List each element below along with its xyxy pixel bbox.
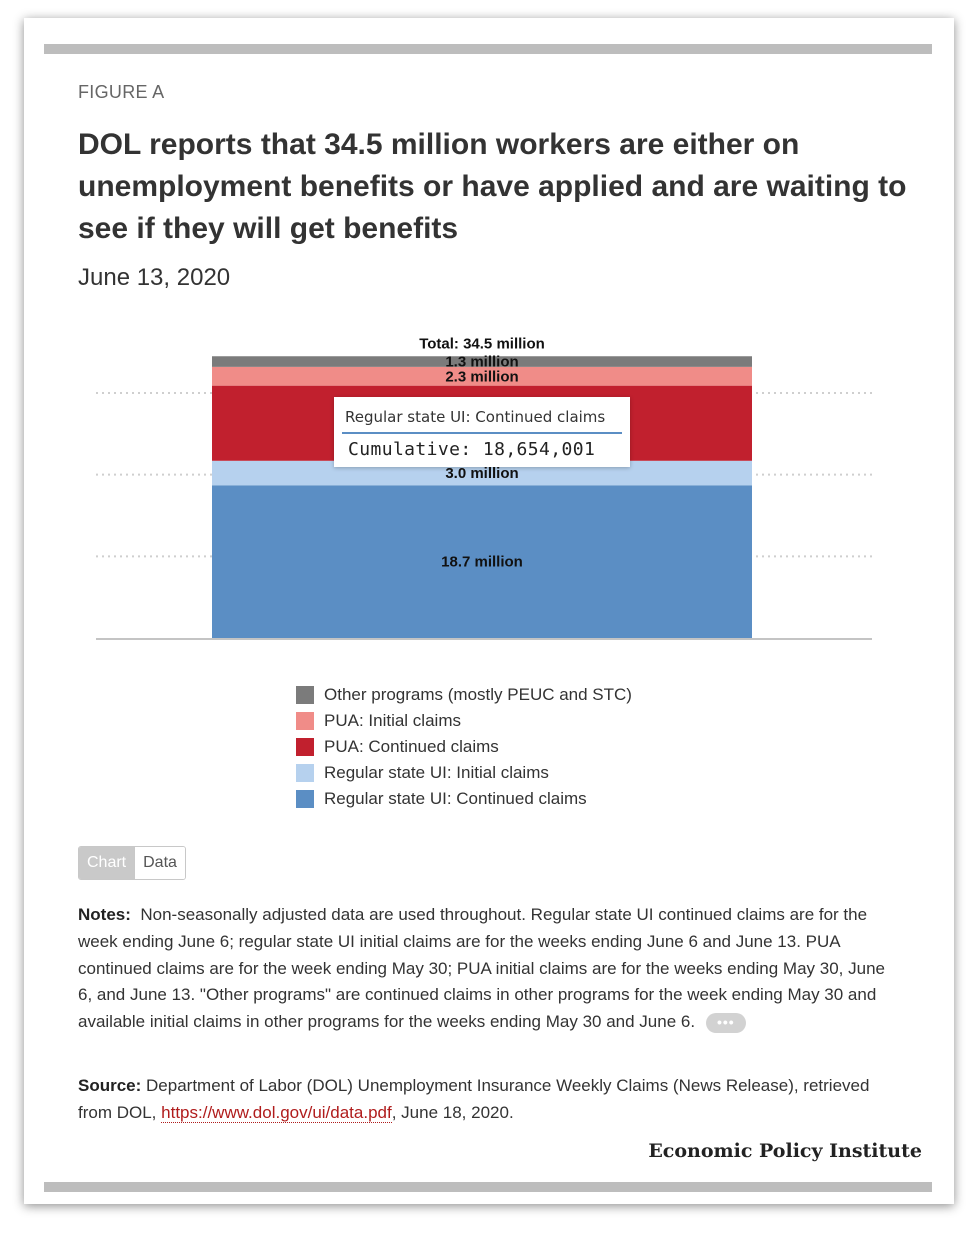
total-label: Total: 34.5 million	[419, 335, 545, 352]
chart-date: June 13, 2020	[78, 264, 231, 291]
bar-segment-1	[212, 485, 752, 638]
figure-card: FIGURE A DOL reports that 34.5 million w…	[24, 18, 954, 1204]
chart-legend: Other programs (mostly PEUC and STC) PUA:…	[296, 682, 632, 812]
notes-text: Non-seasonally adjusted data are used th…	[78, 905, 885, 1032]
legend-label: PUA: Continued claims	[324, 737, 499, 756]
legend-swatch	[296, 712, 314, 730]
source-link[interactable]: https://www.dol.gov/ui/data.pdf	[161, 1103, 392, 1123]
tooltip-value: Cumulative: 18,654,001	[348, 439, 596, 460]
tooltip-divider	[342, 432, 622, 434]
figure-label: FIGURE A	[78, 82, 165, 102]
legend-item[interactable]: PUA: Initial claims	[296, 708, 632, 734]
legend-item[interactable]: Other programs (mostly PEUC and STC)	[296, 682, 632, 708]
data-label-2: 3.0 million	[445, 465, 518, 482]
legend-swatch	[296, 790, 314, 808]
notes: Notes: Non-seasonally adjusted data are …	[78, 902, 898, 1036]
source: Source: Department of Labor (DOL) Unempl…	[78, 1072, 898, 1126]
data-label-4: 2.3 million	[445, 368, 518, 385]
legend-item[interactable]: PUA: Continued claims	[296, 734, 632, 760]
legend-swatch	[296, 686, 314, 704]
notes-label: Notes:	[78, 905, 131, 924]
legend-label: Regular state UI: Initial claims	[324, 763, 549, 782]
bar-segment-4	[212, 366, 752, 386]
legend-swatch	[296, 764, 314, 782]
legend-swatch	[296, 738, 314, 756]
more-notes-button[interactable]: •••	[705, 1012, 746, 1033]
legend-label: Other programs (mostly PEUC and STC)	[324, 685, 632, 704]
legend-label: Regular state UI: Continued claims	[324, 789, 587, 808]
data-label-1: 18.7 million	[441, 554, 523, 571]
publisher-logo: Economic Policy Institute	[648, 1140, 922, 1162]
data-label-5: 1.3 million	[445, 354, 518, 371]
data-tab[interactable]: Data	[134, 847, 185, 879]
source-label: Source:	[78, 1076, 142, 1095]
top-rule	[44, 44, 932, 54]
chart-title: DOL reports that 34.5 million workers ar…	[78, 128, 907, 245]
bottom-rule	[44, 1182, 932, 1192]
source-text: Department of Labor (DOL) Unemployment I…	[78, 1076, 870, 1122]
view-toggle: Chart Data	[78, 846, 186, 880]
legend-item[interactable]: Regular state UI: Initial claims	[296, 760, 632, 786]
tooltip-series-name: Regular state UI: Continued claims	[345, 408, 606, 426]
source-date: , June 18, 2020.	[391, 1103, 514, 1122]
chart-tooltip: Regular state UI: Continued claims Cumul…	[334, 397, 630, 467]
legend-label: PUA: Initial claims	[324, 711, 461, 730]
bar-segment-5	[212, 356, 752, 367]
chart-tab[interactable]: Chart	[79, 847, 135, 879]
legend-item[interactable]: Regular state UI: Continued claims	[296, 786, 632, 812]
